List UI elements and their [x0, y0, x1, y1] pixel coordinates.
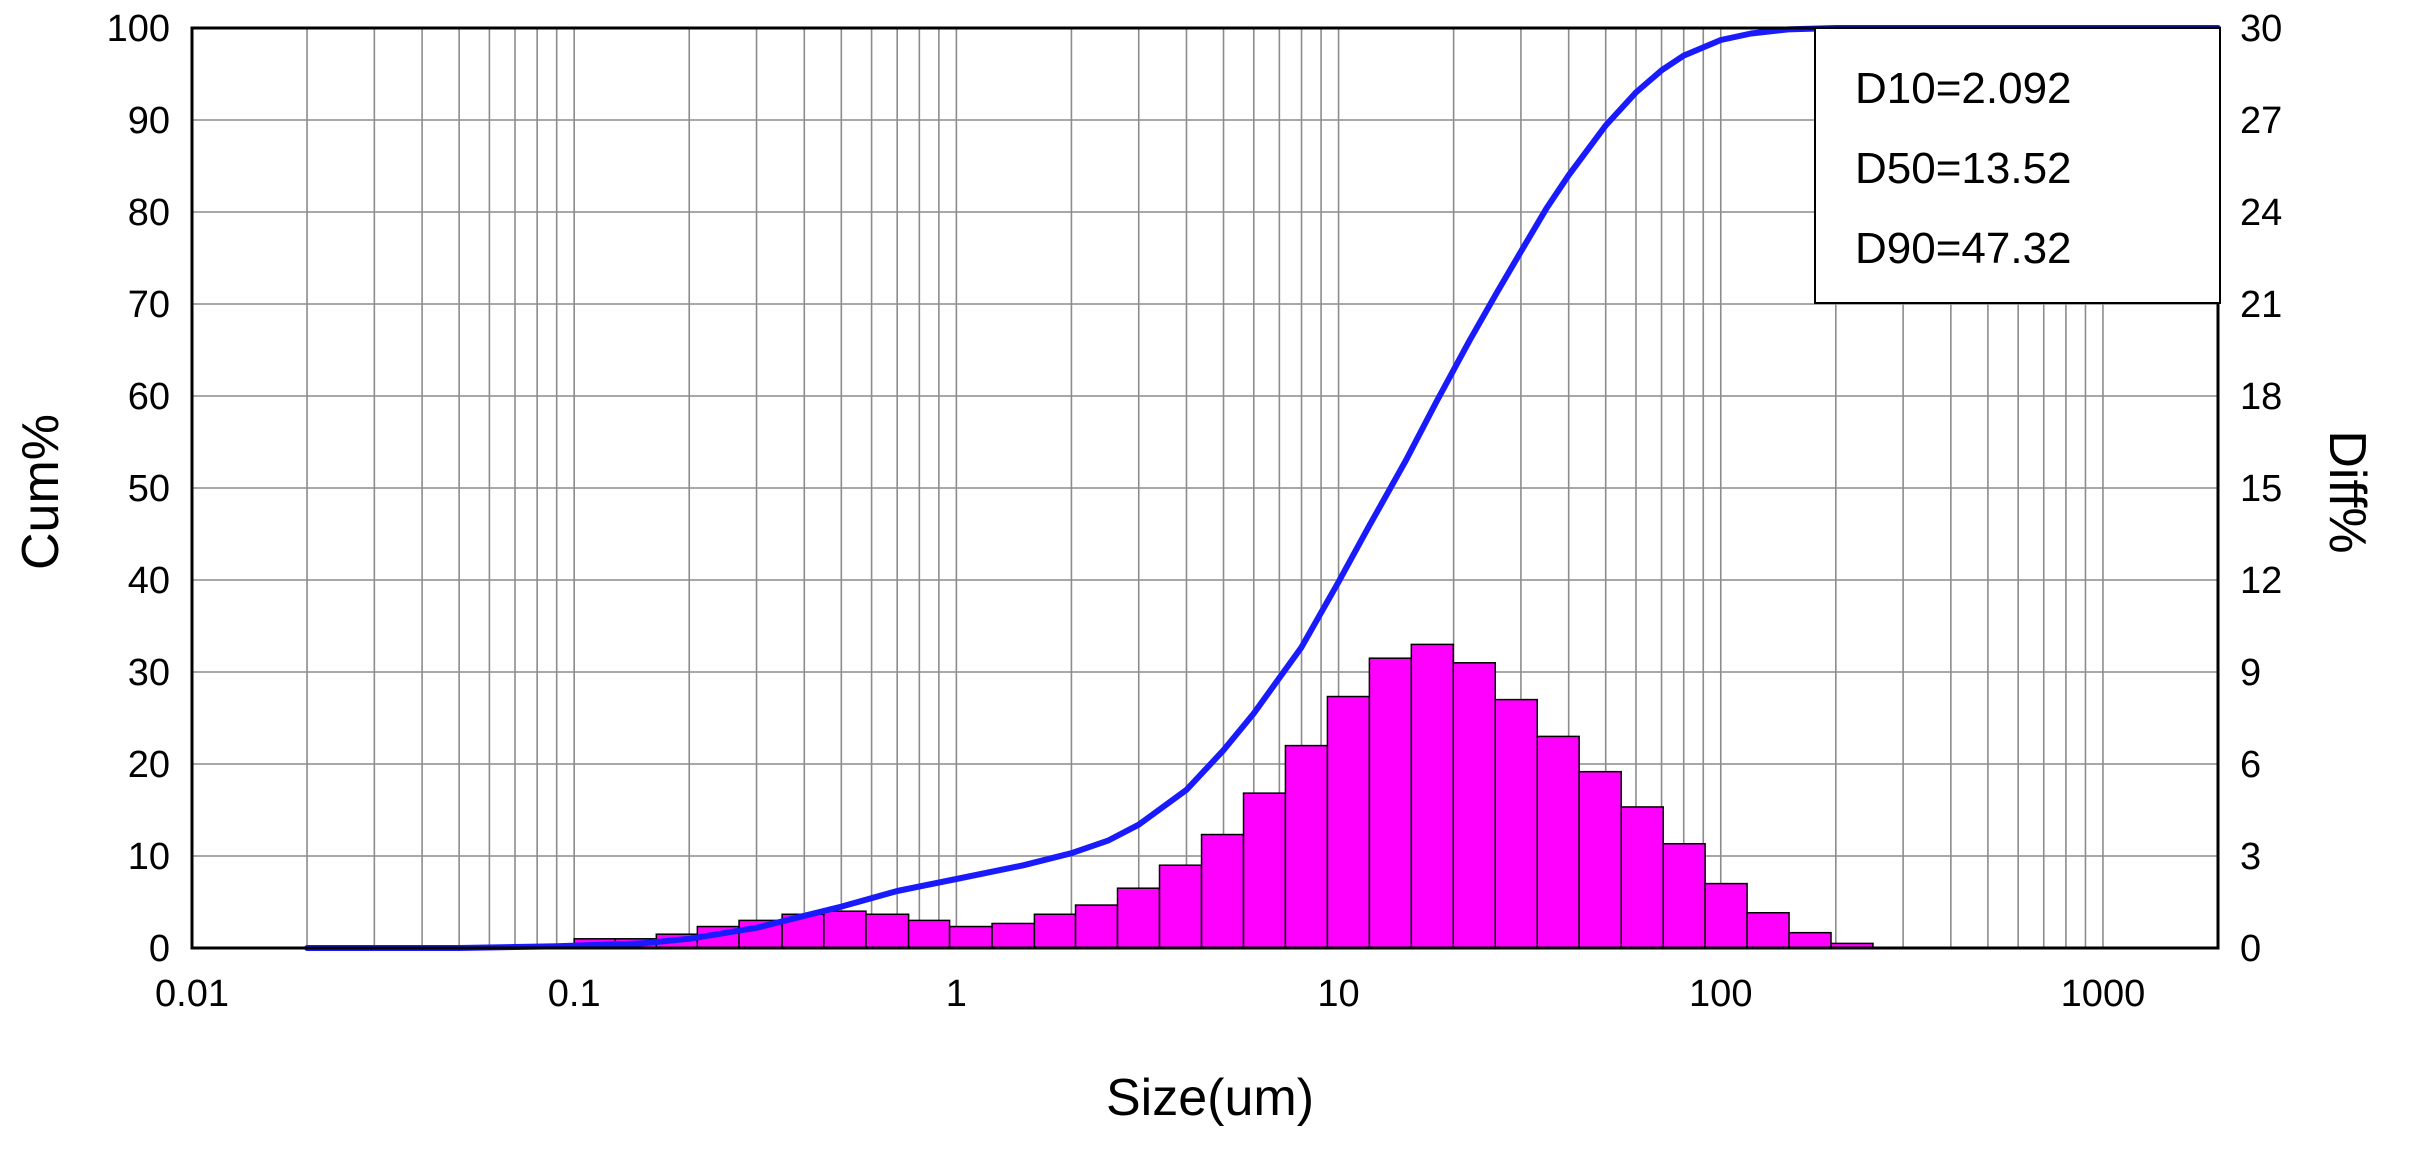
left-y-tick-label: 0	[149, 928, 170, 970]
histogram-bar	[1200, 833, 1245, 949]
cumulative-line	[304, 25, 2221, 951]
left-y-tick-label: 60	[128, 376, 170, 418]
left-y-tick-labels: 0 10 20 30 40 50 60 70 80 90 100	[107, 8, 170, 970]
statistics-box-frame	[1814, 27, 2221, 304]
left-y-tick-label: 90	[128, 100, 170, 142]
histogram-bar	[1116, 887, 1161, 949]
histogram-bar	[1746, 911, 1790, 949]
d90-label: D90=47.32	[1855, 224, 2072, 273]
right-y-tick-label: 0	[2240, 928, 2261, 970]
right-y-tick-label: 18	[2240, 376, 2282, 418]
left-y-tick-label: 10	[128, 836, 170, 878]
left-y-tick-label: 50	[128, 468, 170, 510]
histogram-bar	[1788, 931, 1832, 949]
histogram-bar	[948, 925, 993, 949]
histogram-bar	[1704, 882, 1748, 949]
right-y-tick-label: 15	[2240, 468, 2282, 510]
x-tick-labels: 0.01 0.1 1 10 100 1000	[155, 973, 2145, 1015]
histogram-bar	[991, 922, 1036, 949]
histogram-bars	[573, 643, 1874, 949]
right-y-tick-label: 9	[2240, 652, 2261, 694]
left-y-tick-label: 40	[128, 560, 170, 602]
histogram-bar	[1494, 698, 1538, 949]
x-tick-label: 1	[946, 973, 967, 1015]
histogram-bar	[823, 910, 867, 949]
histogram-bar	[1284, 744, 1329, 949]
x-tick-label: 0.01	[155, 973, 229, 1015]
x-tick-label: 10	[1317, 973, 1359, 1015]
plot-frame	[190, 26, 2220, 950]
histogram-bar	[1326, 695, 1371, 949]
right-y-tick-label: 3	[2240, 836, 2261, 878]
histogram-bar	[1452, 662, 1496, 949]
histogram-bar	[1368, 657, 1413, 949]
d50-label: D50=13.52	[1855, 144, 2072, 193]
right-y-tick-label: 12	[2240, 560, 2282, 602]
histogram-bar	[1074, 904, 1119, 949]
histogram-bar	[1410, 643, 1455, 949]
histogram-bar	[1620, 806, 1664, 949]
histogram-bar	[1662, 842, 1706, 949]
cumulative-series-line	[304, 25, 2221, 951]
x-axis-title: Size(um)	[1106, 1069, 1314, 1127]
right-y-tick-label: 30	[2240, 8, 2282, 50]
histogram-bar	[1578, 770, 1622, 949]
statistics-box: D10=2.092 D50=13.52 D90=47.32	[1814, 27, 2221, 304]
histogram-bar	[1158, 864, 1203, 949]
histogram-bar	[1242, 792, 1287, 949]
left-y-tick-label: 70	[128, 284, 170, 326]
histogram-bar	[1536, 735, 1580, 949]
x-tick-label: 1000	[2061, 973, 2146, 1015]
histogram-bar	[907, 919, 951, 949]
right-y-tick-label: 6	[2240, 744, 2261, 786]
right-y-axis-title: Diff%	[2318, 430, 2376, 553]
right-y-tick-label: 21	[2240, 284, 2282, 326]
x-tick-label: 0.1	[548, 973, 601, 1015]
left-y-tick-label: 100	[107, 8, 170, 50]
left-y-tick-label: 80	[128, 192, 170, 234]
right-y-tick-labels: 0 3 6 9 12 15 18 21 24 27 30	[2240, 8, 2282, 970]
left-y-axis-title: Cum%	[12, 414, 70, 570]
x-tick-label: 100	[1689, 973, 1752, 1015]
left-y-tick-label: 20	[128, 744, 170, 786]
left-y-tick-label: 30	[128, 652, 170, 694]
histogram-bar	[1033, 913, 1077, 949]
right-y-tick-label: 27	[2240, 100, 2282, 142]
d10-label: D10=2.092	[1855, 64, 2072, 113]
histogram-bar	[865, 913, 910, 949]
right-y-tick-label: 24	[2240, 192, 2282, 234]
